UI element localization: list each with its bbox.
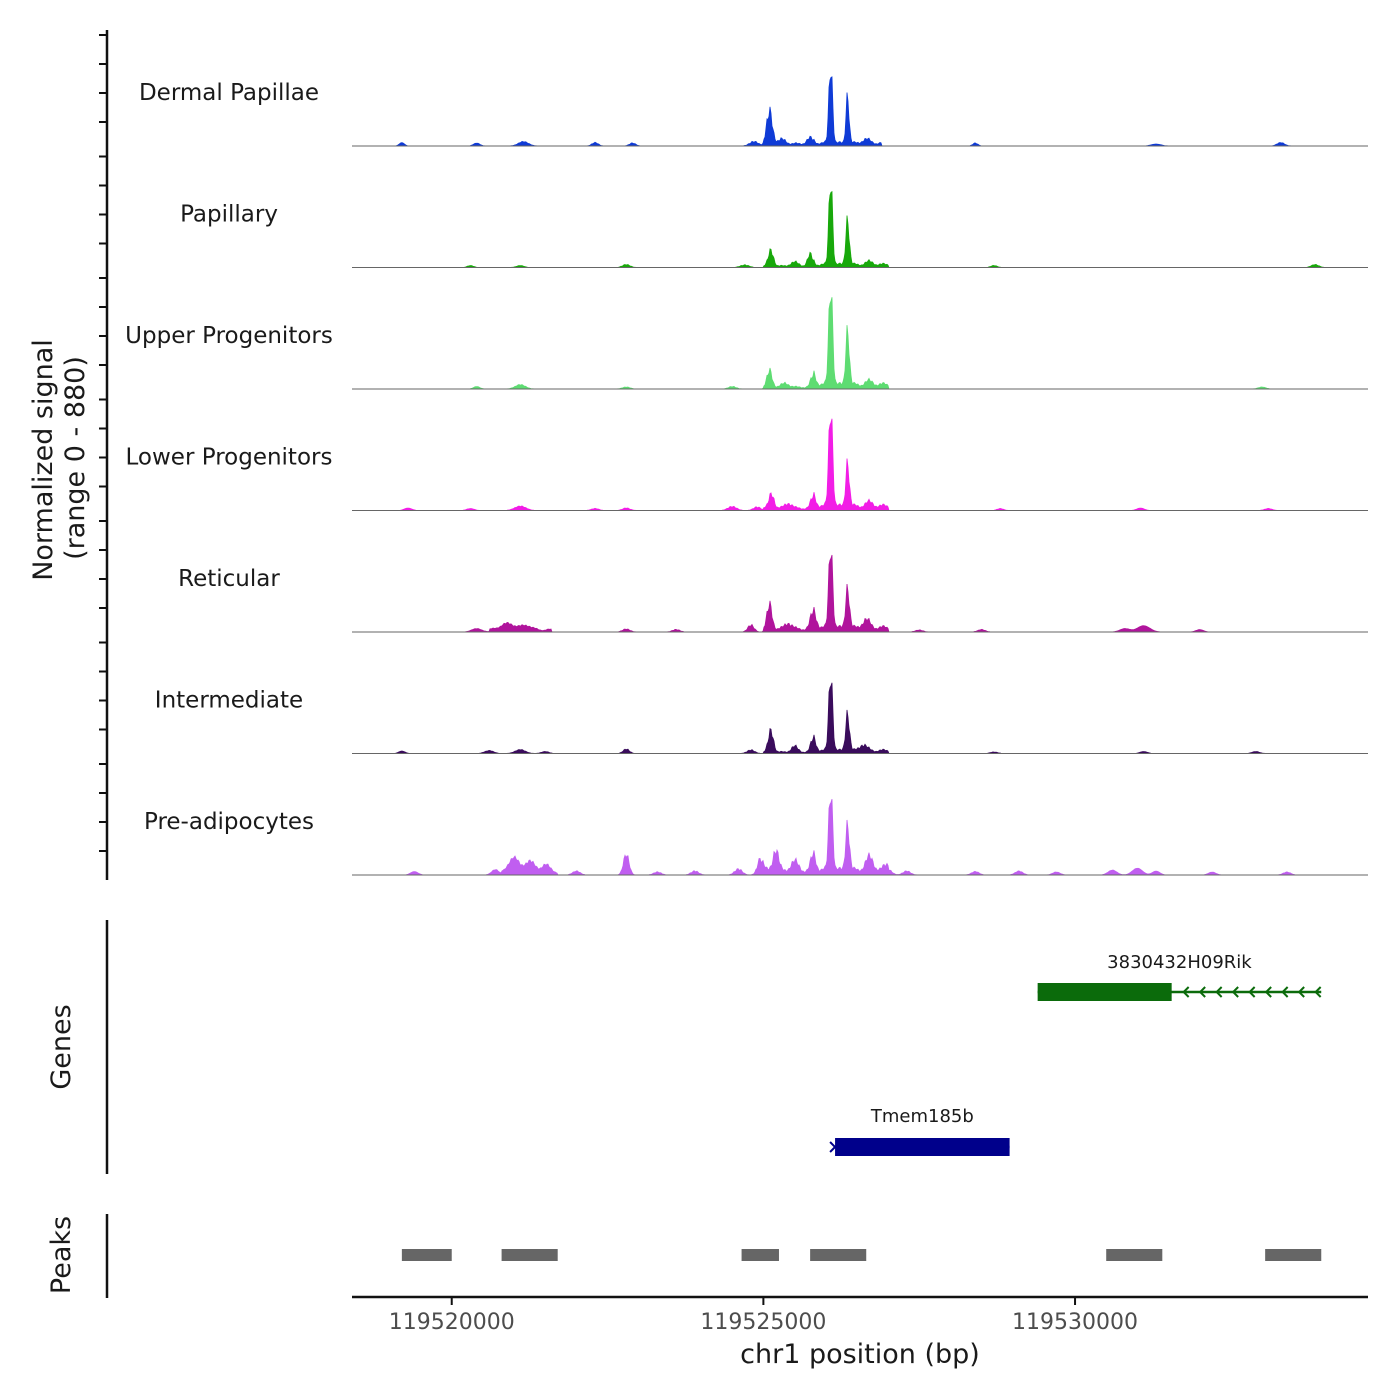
strand-arrow (1182, 986, 1190, 998)
strand-arrow (1248, 986, 1256, 998)
x-tick-label: 119525000 (700, 1310, 826, 1335)
track-label: Dermal Papillae (139, 80, 319, 106)
coverage-area (352, 682, 1368, 754)
track-label: Upper Progenitors (125, 323, 333, 349)
track-label: Lower Progenitors (126, 445, 333, 471)
strand-arrow (1281, 986, 1289, 998)
peak-region (741, 1249, 779, 1261)
track-label: Papillary (180, 202, 278, 228)
strand-arrow (1198, 986, 1206, 998)
peak-region (810, 1249, 867, 1261)
track-papillary: Papillary (180, 190, 1368, 268)
track-label: Reticular (178, 566, 280, 592)
gene-label: 3830432H09Rik (1107, 952, 1252, 973)
genes-track-label: Genes (46, 1004, 77, 1089)
peak-region (1106, 1249, 1163, 1261)
y-axis-range-label: (range 0 - 880) (60, 356, 91, 560)
coverage-area (352, 297, 1368, 390)
strand-arrow (1264, 986, 1272, 998)
y-axis-label: Normalized signal (28, 339, 59, 581)
coverage-area (352, 554, 1368, 633)
coverage-area (352, 799, 1368, 876)
peaks-track-label: Peaks (46, 1216, 77, 1294)
peak-region (501, 1249, 558, 1261)
strand-arrow (1231, 986, 1239, 998)
gene-tmem185b: Tmem185b (829, 1106, 1010, 1156)
signal-axis (99, 30, 109, 880)
x-tick-label: 119520000 (389, 1310, 515, 1335)
peak-region (1265, 1249, 1322, 1261)
coverage-area (352, 76, 1368, 147)
gene-exon (1037, 983, 1172, 1001)
peaks-track (401, 1249, 1322, 1261)
track-reticular: Reticular (178, 554, 1368, 633)
track-dermal-papillae: Dermal Papillae (139, 76, 1368, 147)
strand-arrow (1215, 986, 1223, 998)
strand-arrow (829, 1141, 837, 1153)
strand-arrow (1297, 986, 1305, 998)
track-pre-adipocytes: Pre-adipocytes (144, 799, 1368, 876)
gene-label: Tmem185b (870, 1106, 974, 1127)
track-label: Intermediate (155, 688, 303, 714)
track-upper-progenitors: Upper Progenitors (125, 297, 1368, 390)
coverage-tracks: Dermal Papillae Papillary Upper Progenitor… (125, 76, 1368, 876)
gene-exon (835, 1138, 1010, 1156)
peak-region (401, 1249, 452, 1261)
x-axis-label: chr1 position (bp) (740, 1339, 980, 1370)
x-tick-label: 119530000 (1012, 1310, 1138, 1335)
coverage-area (352, 418, 1368, 511)
strand-arrow (1314, 986, 1322, 998)
gene-3830432h09rik: 3830432H09Rik (1037, 952, 1322, 1001)
x-axis: 119520000 119525000 119530000 (352, 1295, 1368, 1335)
track-lower-progenitors: Lower Progenitors (126, 418, 1368, 511)
track-intermediate: Intermediate (155, 682, 1368, 754)
coverage-area (352, 190, 1368, 268)
track-label: Pre-adipocytes (144, 809, 314, 835)
genes-track: 3830432H09Rik Tmem185b (829, 952, 1322, 1156)
